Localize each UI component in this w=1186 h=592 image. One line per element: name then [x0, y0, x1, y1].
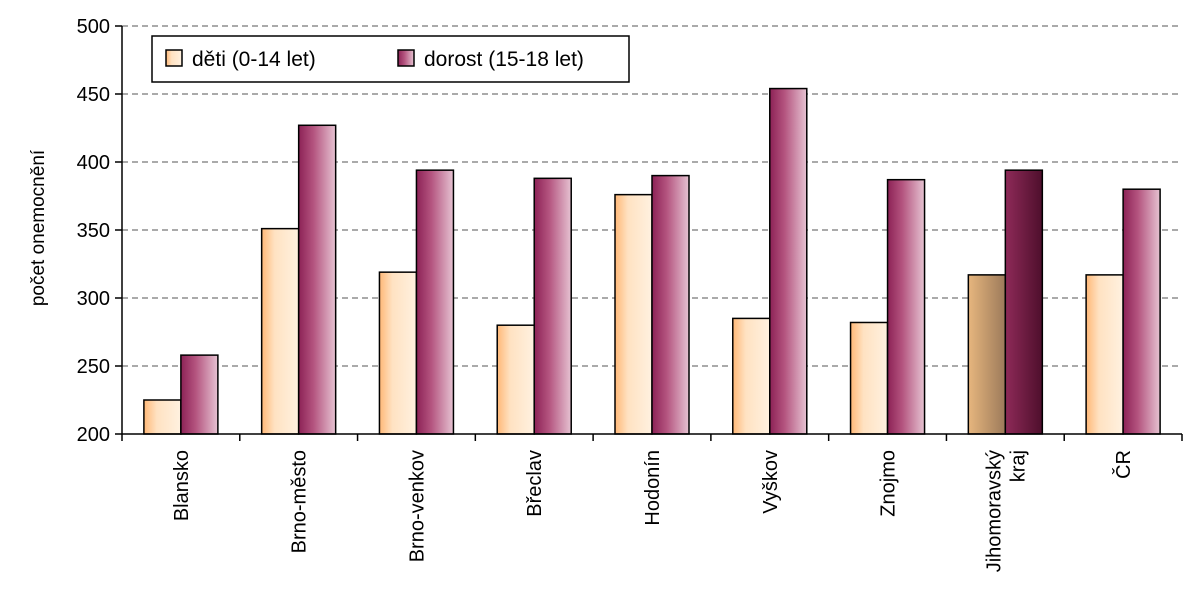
legend-swatch-deti: [165, 49, 183, 67]
bar-deti: [1085, 274, 1124, 435]
bar-dorost: [1004, 169, 1044, 435]
axes: [115, 25, 1183, 441]
x-category-label: Brno-venkov: [406, 450, 428, 562]
x-category-label: ČR: [1112, 450, 1135, 479]
bar-deti: [849, 321, 889, 435]
y-tick-label: 500: [77, 16, 110, 38]
legend: děti (0-14 let) dorost (15-18 let): [151, 35, 630, 83]
bar-deti: [260, 227, 300, 435]
x-category-label: Brno-město: [289, 450, 311, 553]
x-category-label: Blansko: [171, 450, 193, 521]
bar-deti: [732, 317, 771, 435]
legend-box: [151, 35, 630, 83]
bar-dorost: [1122, 188, 1161, 435]
y-tick-label: 450: [77, 84, 110, 106]
bar-dorost: [415, 169, 455, 435]
legend-swatch-dorost: [397, 49, 415, 67]
bar-dorost: [651, 174, 690, 435]
bar-dorost: [886, 178, 926, 435]
bar-dorost: [180, 354, 219, 435]
y-tick-label: 250: [77, 356, 110, 378]
x-category-label: Jihomoravský: [983, 450, 1005, 572]
y-tick-label: 350: [77, 220, 110, 242]
bar-dorost: [533, 177, 572, 435]
x-category-label: kraj: [1007, 450, 1029, 482]
bar-deti: [143, 399, 182, 435]
y-tick-label: 300: [77, 288, 110, 310]
bar-deti: [496, 324, 535, 435]
bar-dorost: [769, 87, 808, 435]
x-category-label: Znojmo: [878, 450, 900, 517]
bar-deti: [967, 274, 1007, 435]
bar-deti: [614, 193, 653, 435]
bar-dorost: [297, 124, 337, 435]
bar-deti: [378, 271, 418, 435]
y-axis-title: počet onemocnění: [28, 149, 49, 306]
y-tick-labels: 200 250 300 350 400 450 500: [77, 16, 110, 446]
x-category-label: Hodonín: [642, 450, 664, 526]
y-tick-label: 400: [77, 152, 110, 174]
x-category-label: Vyškov: [760, 450, 782, 514]
bars: [143, 87, 1161, 435]
x-category-labels: Blansko Brno-město Brno-venkov Břeclav Hodon…: [171, 450, 1135, 572]
y-tick-label: 200: [77, 424, 110, 446]
legend-label-dorost: dorost (15-18 let): [424, 48, 584, 71]
legend-label-deti: děti (0-14 let): [192, 48, 316, 71]
x-category-label: Břeclav: [524, 450, 546, 517]
